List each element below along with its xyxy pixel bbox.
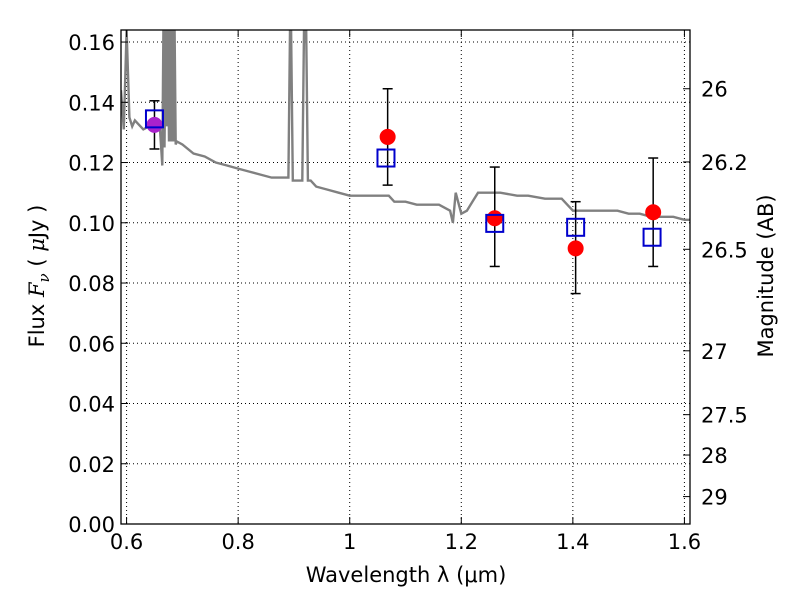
model-point <box>144 109 164 129</box>
model-spectrum-line <box>121 30 690 224</box>
plot-area <box>121 30 690 295</box>
y2-tick-label: 26.5 <box>701 238 748 262</box>
y-axis-title-word: Flux <box>25 297 49 347</box>
y-tick-label: 0.06 <box>68 332 115 356</box>
x-axis: 0.6 0.8 1 1.2 1.4 1.6 <box>110 30 701 554</box>
observed-point <box>645 204 662 221</box>
y2-axis-title: Magnitude (AB) <box>754 194 778 357</box>
y-axis-title-symbol: F <box>25 281 49 298</box>
model-point <box>566 217 586 237</box>
y-tick-label: 0.04 <box>68 393 115 417</box>
y-tick-label: 0.16 <box>68 31 115 55</box>
y-axis-title-mu: μ <box>25 238 49 252</box>
y-tick-label: 0.00 <box>68 513 115 537</box>
x-axis-title: Wavelength λ (μm) <box>306 563 507 587</box>
x-tick-label: 0.6 <box>110 530 143 554</box>
x-tick-label: 1.4 <box>556 530 589 554</box>
model-point <box>642 227 662 247</box>
observed-point <box>146 116 163 133</box>
x-tick-label: 1 <box>343 530 356 554</box>
observed-point <box>567 240 584 257</box>
y-tick-label: 0.02 <box>68 453 115 477</box>
y-axis-title-subscript: ν <box>35 273 53 282</box>
y-axis-title-paren-open: ( <box>25 252 49 274</box>
x-tick-label: 1.6 <box>668 530 701 554</box>
y-axis-title: Flux Fν ( μJy ) <box>25 205 53 348</box>
observed-point <box>486 210 503 227</box>
y2-tick-label: 27.5 <box>701 404 748 428</box>
model-point <box>376 148 396 168</box>
plot-frame <box>120 29 691 525</box>
y-axis: 0.00 0.02 0.04 0.06 0.08 0.10 0.12 0.14 0.16 <box>68 31 128 537</box>
y2-tick-label: 29 <box>701 486 728 510</box>
y2-tick-label: 28 <box>701 444 728 468</box>
y2-tick-label: 26 <box>701 78 728 102</box>
y-tick-label: 0.08 <box>68 272 115 296</box>
y-tick-label: 0.14 <box>68 91 115 115</box>
y-tick-label: 0.12 <box>68 152 115 176</box>
x-tick-label: 0.8 <box>221 530 254 554</box>
observed-point <box>379 128 396 145</box>
y-axis-title-unit: Jy ) <box>25 205 49 241</box>
model-point <box>485 213 505 233</box>
y2-tick-label: 27 <box>701 340 728 364</box>
x-tick-label: 1.2 <box>445 530 478 554</box>
y2-axis-magnitude: 26 26.2 26.5 27 27.5 28 29 <box>683 78 748 510</box>
y-tick-label: 0.10 <box>68 212 115 236</box>
y2-tick-label: 26.2 <box>701 151 748 175</box>
